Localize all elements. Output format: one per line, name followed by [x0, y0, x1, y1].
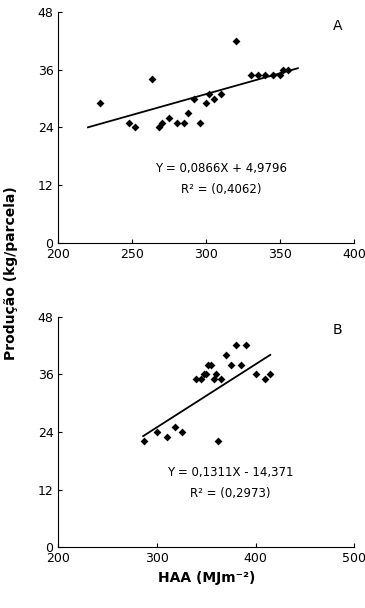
Point	[164, 432, 170, 441]
X-axis label: HAA (MJm⁻²): HAA (MJm⁻²)	[158, 571, 255, 585]
Point	[197, 118, 203, 128]
Text: R² = (0,4062): R² = (0,4062)	[181, 183, 261, 196]
Point	[206, 89, 212, 98]
Point	[267, 370, 273, 379]
Point	[238, 360, 244, 370]
Point	[156, 123, 162, 133]
Point	[154, 427, 160, 437]
Point	[174, 118, 180, 128]
Point	[213, 370, 219, 379]
Point	[270, 70, 276, 80]
Point	[178, 427, 184, 437]
Text: B: B	[333, 323, 342, 337]
Point	[277, 70, 283, 80]
Point	[97, 98, 103, 108]
Text: Produção (kg/parcela): Produção (kg/parcela)	[4, 187, 18, 361]
Point	[223, 350, 229, 360]
Point	[262, 70, 268, 80]
Point	[280, 65, 286, 75]
Point	[215, 437, 221, 446]
Text: Y = 0,0866X + 4,9796: Y = 0,0866X + 4,9796	[155, 162, 287, 175]
Point	[262, 374, 268, 384]
Text: A: A	[333, 19, 342, 33]
Point	[255, 70, 261, 80]
Point	[218, 374, 224, 384]
Point	[218, 89, 224, 98]
Point	[132, 123, 138, 133]
Point	[233, 340, 239, 350]
Point	[205, 360, 211, 370]
Point	[126, 118, 132, 128]
Point	[203, 98, 209, 108]
Point	[141, 437, 147, 446]
Point	[185, 108, 191, 118]
Text: Y = 0,1311X - 14,371: Y = 0,1311X - 14,371	[167, 466, 293, 480]
Point	[211, 94, 216, 103]
Point	[166, 113, 172, 123]
Point	[285, 65, 291, 75]
Point	[193, 374, 199, 384]
Point	[243, 340, 249, 350]
Point	[149, 75, 154, 85]
Point	[233, 36, 239, 46]
Point	[203, 370, 209, 379]
Point	[208, 360, 214, 370]
Point	[199, 374, 204, 384]
Text: R² = (0,2973): R² = (0,2973)	[190, 487, 270, 500]
Point	[211, 374, 217, 384]
Point	[228, 360, 234, 370]
Point	[192, 94, 197, 103]
Point	[159, 118, 165, 128]
Point	[181, 118, 187, 128]
Point	[253, 370, 258, 379]
Point	[201, 370, 207, 379]
Point	[172, 422, 178, 432]
Point	[248, 70, 254, 80]
